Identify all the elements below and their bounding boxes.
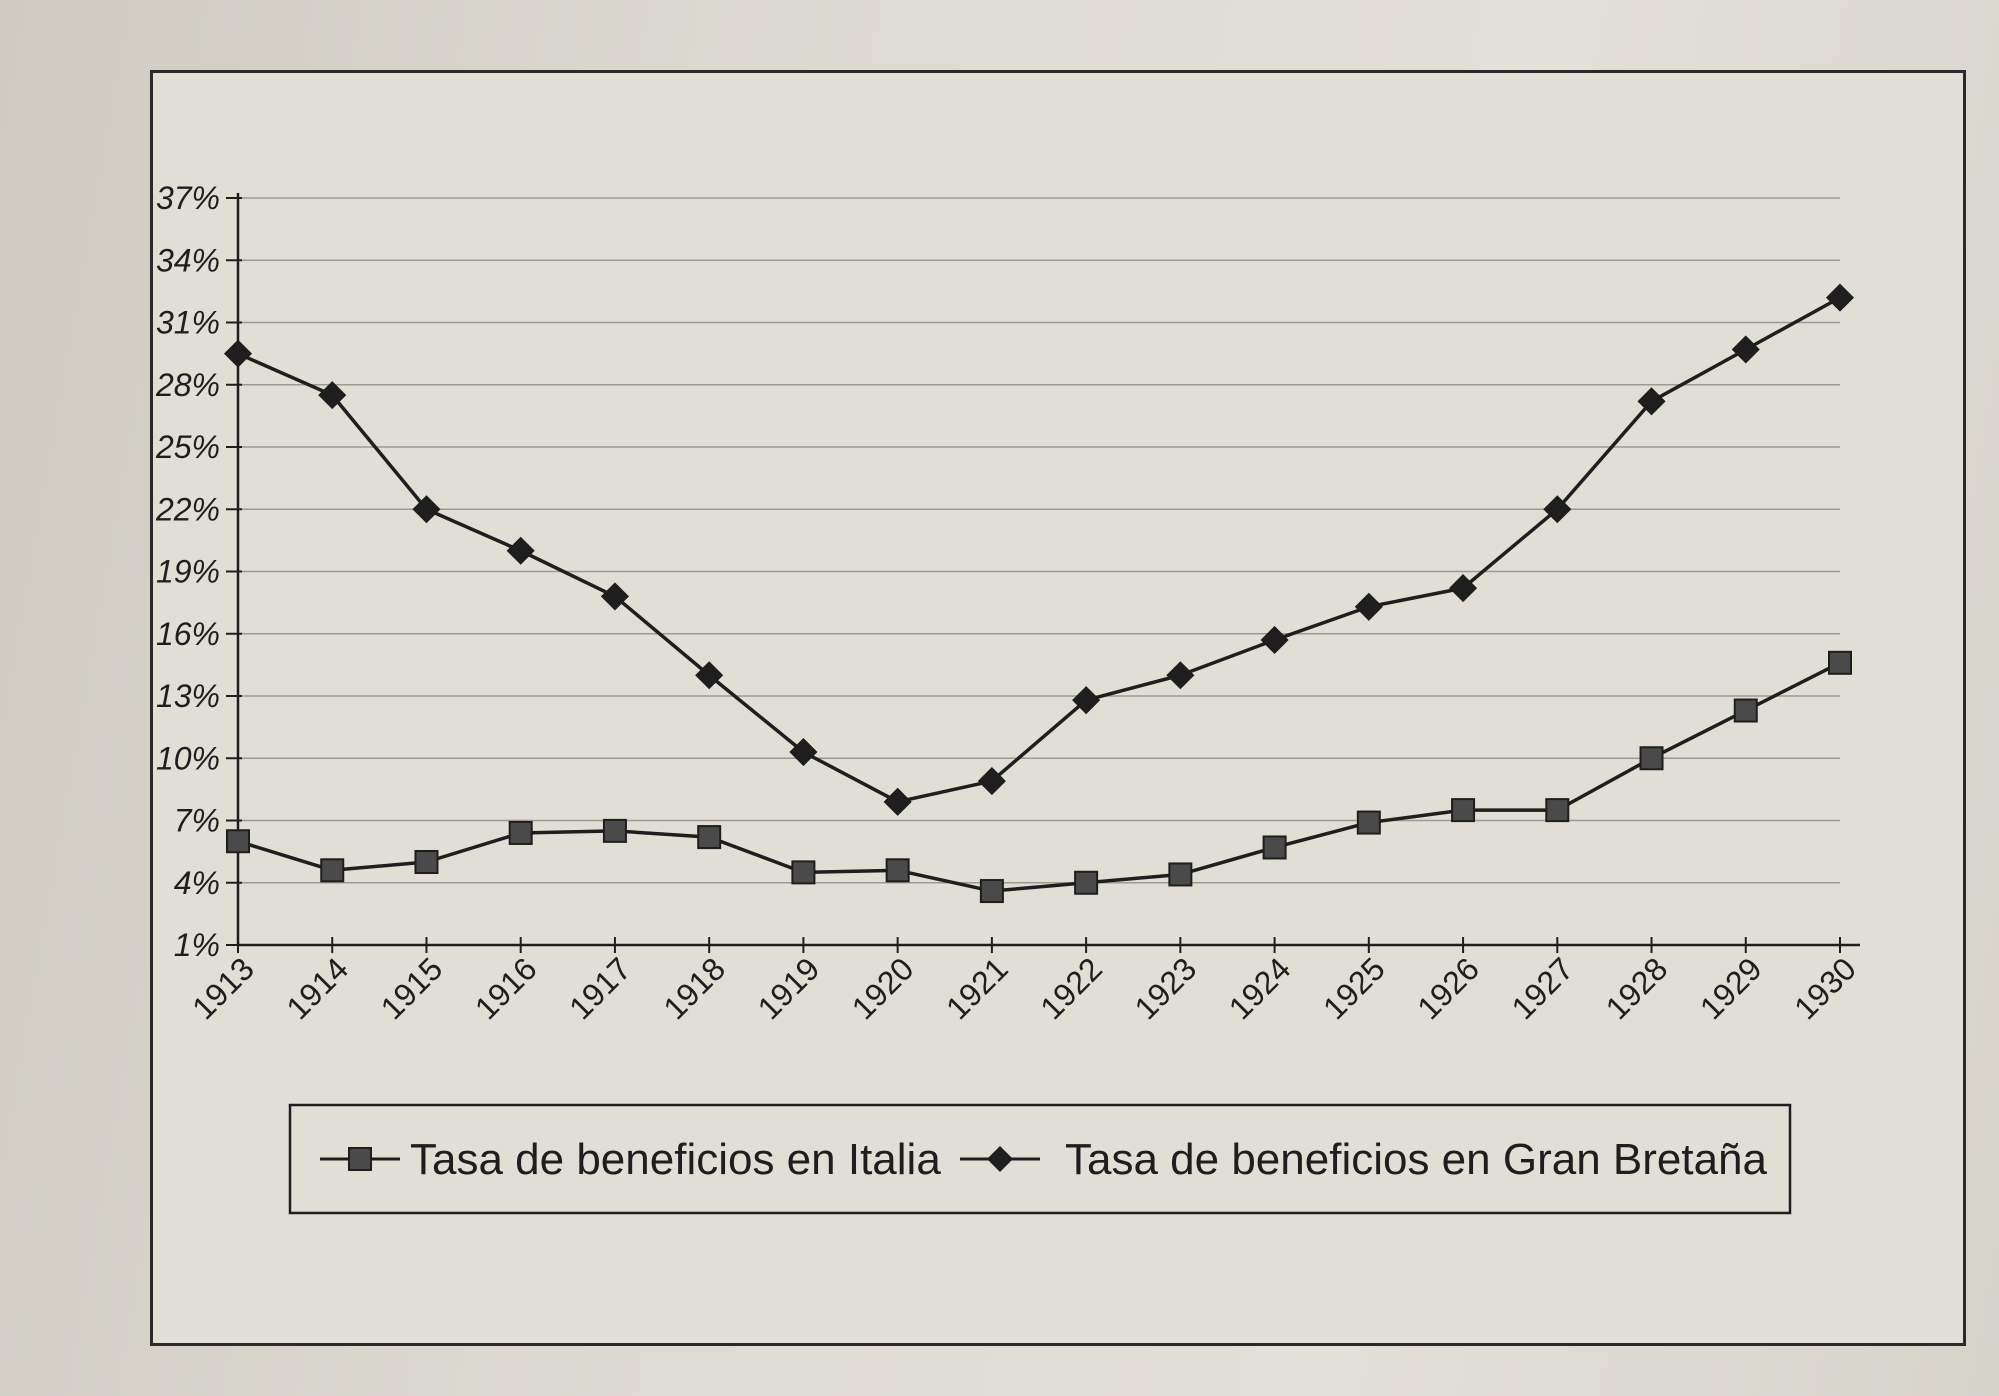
x-tick-label: 1921 bbox=[939, 950, 1015, 1026]
gran-bretana-point bbox=[1825, 283, 1855, 312]
y-tick-label: 16% bbox=[156, 616, 220, 652]
y-tick-label: 22% bbox=[155, 491, 220, 527]
x-tick-label: 1923 bbox=[1128, 950, 1204, 1026]
gran-bretana-point bbox=[695, 661, 724, 690]
series-line bbox=[237, 296, 1841, 804]
italia-point bbox=[1168, 862, 1193, 887]
y-tick-label: 28% bbox=[155, 367, 220, 403]
gran-bretana-point bbox=[1448, 574, 1478, 603]
x-tick-label: 1924 bbox=[1222, 950, 1298, 1026]
x-tick-label: 1917 bbox=[562, 950, 638, 1026]
y-tick-label: 25% bbox=[155, 429, 220, 465]
italia-point bbox=[1545, 798, 1570, 823]
x-tick-label: 1915 bbox=[374, 950, 450, 1026]
gran-bretana-point bbox=[412, 495, 441, 524]
grid-layer bbox=[238, 197, 1840, 884]
italia-point bbox=[1828, 650, 1852, 675]
y-tick-label: 31% bbox=[156, 305, 220, 341]
y-tick-label: 4% bbox=[174, 865, 220, 901]
x-tick-label: 1918 bbox=[656, 950, 732, 1026]
gran-bretana-point bbox=[1260, 625, 1289, 655]
gran-bretana-point bbox=[1543, 495, 1572, 524]
x-tick-label: 1919 bbox=[751, 950, 827, 1026]
x-tick-label: 1930 bbox=[1787, 950, 1863, 1026]
italia-point bbox=[1074, 870, 1099, 895]
y-tick-label: 13% bbox=[156, 678, 220, 714]
italia-point bbox=[1733, 698, 1758, 723]
italia-point bbox=[226, 829, 250, 854]
legend-square-marker bbox=[348, 1147, 372, 1171]
x-tick-label: 1922 bbox=[1033, 950, 1109, 1026]
x-tick-label: 1920 bbox=[845, 950, 921, 1026]
italia-point bbox=[791, 860, 816, 885]
legend-label: Tasa de beneficios en Gran Bretaña bbox=[1065, 1135, 1768, 1184]
gran-bretana-point bbox=[1637, 387, 1666, 416]
gran-bretana-point bbox=[318, 381, 347, 410]
y-tick-label: 37% bbox=[156, 180, 220, 216]
italia-point bbox=[602, 818, 627, 843]
y-tick-label: 34% bbox=[156, 242, 220, 278]
gran-bretana-point bbox=[789, 737, 818, 767]
x-tick-label: 1929 bbox=[1693, 950, 1769, 1026]
gran-bretana-point bbox=[1731, 335, 1760, 364]
italia-point bbox=[1451, 798, 1476, 823]
gran-bretana-point bbox=[883, 787, 912, 816]
x-tick-label: 1916 bbox=[468, 950, 544, 1026]
italia-point bbox=[885, 858, 910, 883]
chart-frame bbox=[150, 70, 1966, 1346]
y-tick-label: 1% bbox=[174, 927, 220, 963]
series-layer bbox=[223, 283, 1855, 904]
gran-bretana-point bbox=[506, 536, 535, 565]
y-tick-label: 10% bbox=[156, 740, 220, 776]
legend-diamond-marker bbox=[987, 1146, 1013, 1172]
x-tick-label: 1928 bbox=[1599, 950, 1675, 1026]
italia-point bbox=[697, 825, 722, 850]
legend-box bbox=[288, 1103, 1792, 1215]
x-tick-label: 1914 bbox=[279, 950, 355, 1026]
gran-bretana-point bbox=[977, 767, 1006, 796]
italia-point bbox=[1356, 810, 1381, 835]
x-tick-label: 1927 bbox=[1504, 950, 1580, 1026]
gran-bretana-point bbox=[1166, 661, 1195, 690]
gran-bretana-point bbox=[600, 582, 630, 611]
italia-point bbox=[1639, 746, 1664, 771]
series-line bbox=[237, 661, 1841, 893]
legend-label: Tasa de beneficios en Italia bbox=[410, 1135, 941, 1184]
italia-point bbox=[979, 879, 1004, 904]
y-tick-label: 7% bbox=[174, 803, 220, 839]
x-tick-label: 1926 bbox=[1410, 950, 1486, 1026]
x-tick-label: 1925 bbox=[1316, 950, 1392, 1026]
y-tick-label: 19% bbox=[156, 554, 220, 590]
italia-point bbox=[414, 850, 439, 874]
gran-bretana-point bbox=[223, 339, 253, 368]
gran-bretana-point bbox=[1354, 592, 1383, 621]
italia-point bbox=[1262, 835, 1287, 860]
italia-point bbox=[508, 820, 533, 845]
legend: Tasa de beneficios en Italia Tasa de bene… bbox=[288, 1103, 1792, 1215]
axis-layer: 1%4%7%10%13%16%19%22%25%28%31%34%37%1913… bbox=[155, 180, 1863, 1026]
gran-bretana-point bbox=[1072, 686, 1101, 715]
italia-point bbox=[320, 858, 345, 883]
